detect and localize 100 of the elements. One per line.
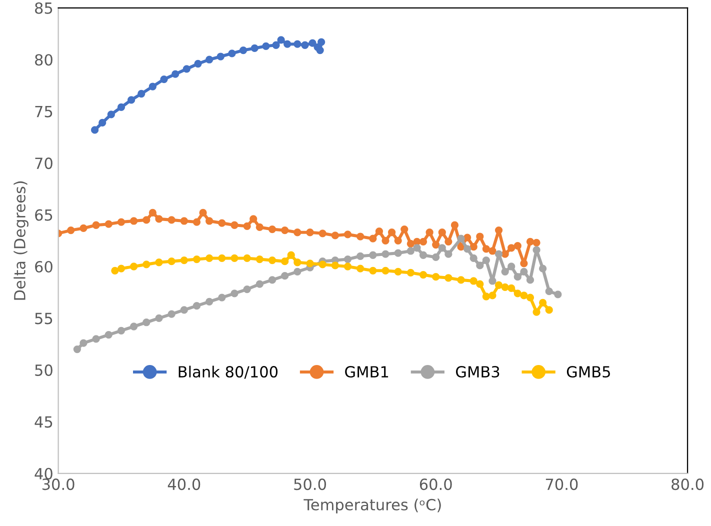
point (228, 50, 236, 58)
point (432, 240, 440, 249)
point (432, 273, 440, 281)
point (230, 254, 238, 262)
point (318, 230, 326, 238)
point (482, 256, 490, 264)
point (130, 322, 138, 330)
point (98, 118, 106, 127)
point (172, 70, 180, 78)
x-tick-label: 40.0 (168, 478, 200, 490)
point (104, 220, 112, 228)
point (148, 208, 157, 217)
point (532, 238, 540, 247)
point (508, 284, 516, 292)
point (294, 268, 302, 276)
point (216, 52, 224, 60)
point (438, 228, 446, 236)
point (306, 260, 314, 268)
point (111, 266, 119, 274)
point (520, 260, 528, 268)
point (514, 242, 522, 250)
point (394, 268, 402, 276)
point (554, 290, 562, 298)
point (294, 40, 302, 48)
point (476, 232, 484, 240)
point (450, 221, 459, 229)
point (501, 268, 509, 276)
point (262, 42, 270, 50)
point (501, 283, 509, 292)
point (375, 228, 384, 236)
point (192, 302, 201, 310)
y-tick-label: 40 (34, 468, 52, 480)
point (488, 292, 496, 300)
point (243, 285, 251, 294)
point (382, 250, 390, 258)
point (344, 230, 352, 238)
point (369, 251, 377, 259)
point (494, 250, 503, 258)
point (501, 250, 509, 258)
point (206, 217, 214, 225)
point (155, 215, 163, 223)
point (344, 262, 352, 270)
point (294, 258, 302, 266)
point (142, 216, 150, 224)
x-tick-label: 30.0 (42, 478, 74, 490)
y-tick-label: 70 (35, 158, 52, 170)
point (243, 222, 251, 230)
point (256, 223, 264, 232)
point (545, 306, 553, 314)
point (192, 218, 201, 226)
point (272, 41, 280, 49)
point (526, 238, 534, 246)
legend-label: Blank 80/100 (178, 366, 278, 379)
point (356, 232, 364, 240)
point (127, 96, 136, 104)
point (230, 290, 238, 298)
point (250, 215, 258, 223)
point (318, 38, 326, 46)
point (155, 314, 163, 322)
point (463, 245, 472, 253)
point (470, 254, 478, 262)
point (148, 82, 157, 90)
point (419, 270, 428, 279)
x-tick-label: 50.0 (294, 478, 326, 490)
point (331, 232, 339, 240)
point (514, 273, 522, 281)
point (281, 226, 289, 234)
point (520, 268, 528, 276)
y-tick-label: 65 (35, 209, 52, 221)
point (104, 330, 112, 339)
point (419, 238, 428, 246)
point (67, 226, 75, 234)
y-axis-title: Delta (Degrees) (14, 181, 28, 300)
point (218, 254, 226, 262)
point (206, 254, 214, 262)
point (268, 276, 276, 284)
y-tick-label: 75 (35, 106, 52, 118)
point (526, 294, 534, 302)
point (168, 258, 176, 266)
point (117, 103, 126, 112)
point (538, 298, 547, 307)
point (482, 245, 490, 253)
point (107, 110, 115, 118)
point (538, 264, 547, 272)
point (182, 65, 190, 73)
point (438, 244, 446, 252)
point (117, 218, 126, 226)
point (457, 234, 465, 242)
point (318, 260, 326, 268)
point (239, 46, 248, 54)
point (192, 255, 201, 264)
point (90, 126, 99, 134)
y-tick-label: 60 (35, 260, 52, 273)
point (432, 253, 440, 262)
point (356, 252, 364, 260)
x-axis-title: Temperatures (ᵒC) (304, 498, 441, 514)
y-tick-label: 55 (35, 312, 52, 324)
point (256, 280, 264, 288)
point (545, 288, 553, 296)
point (457, 276, 465, 284)
